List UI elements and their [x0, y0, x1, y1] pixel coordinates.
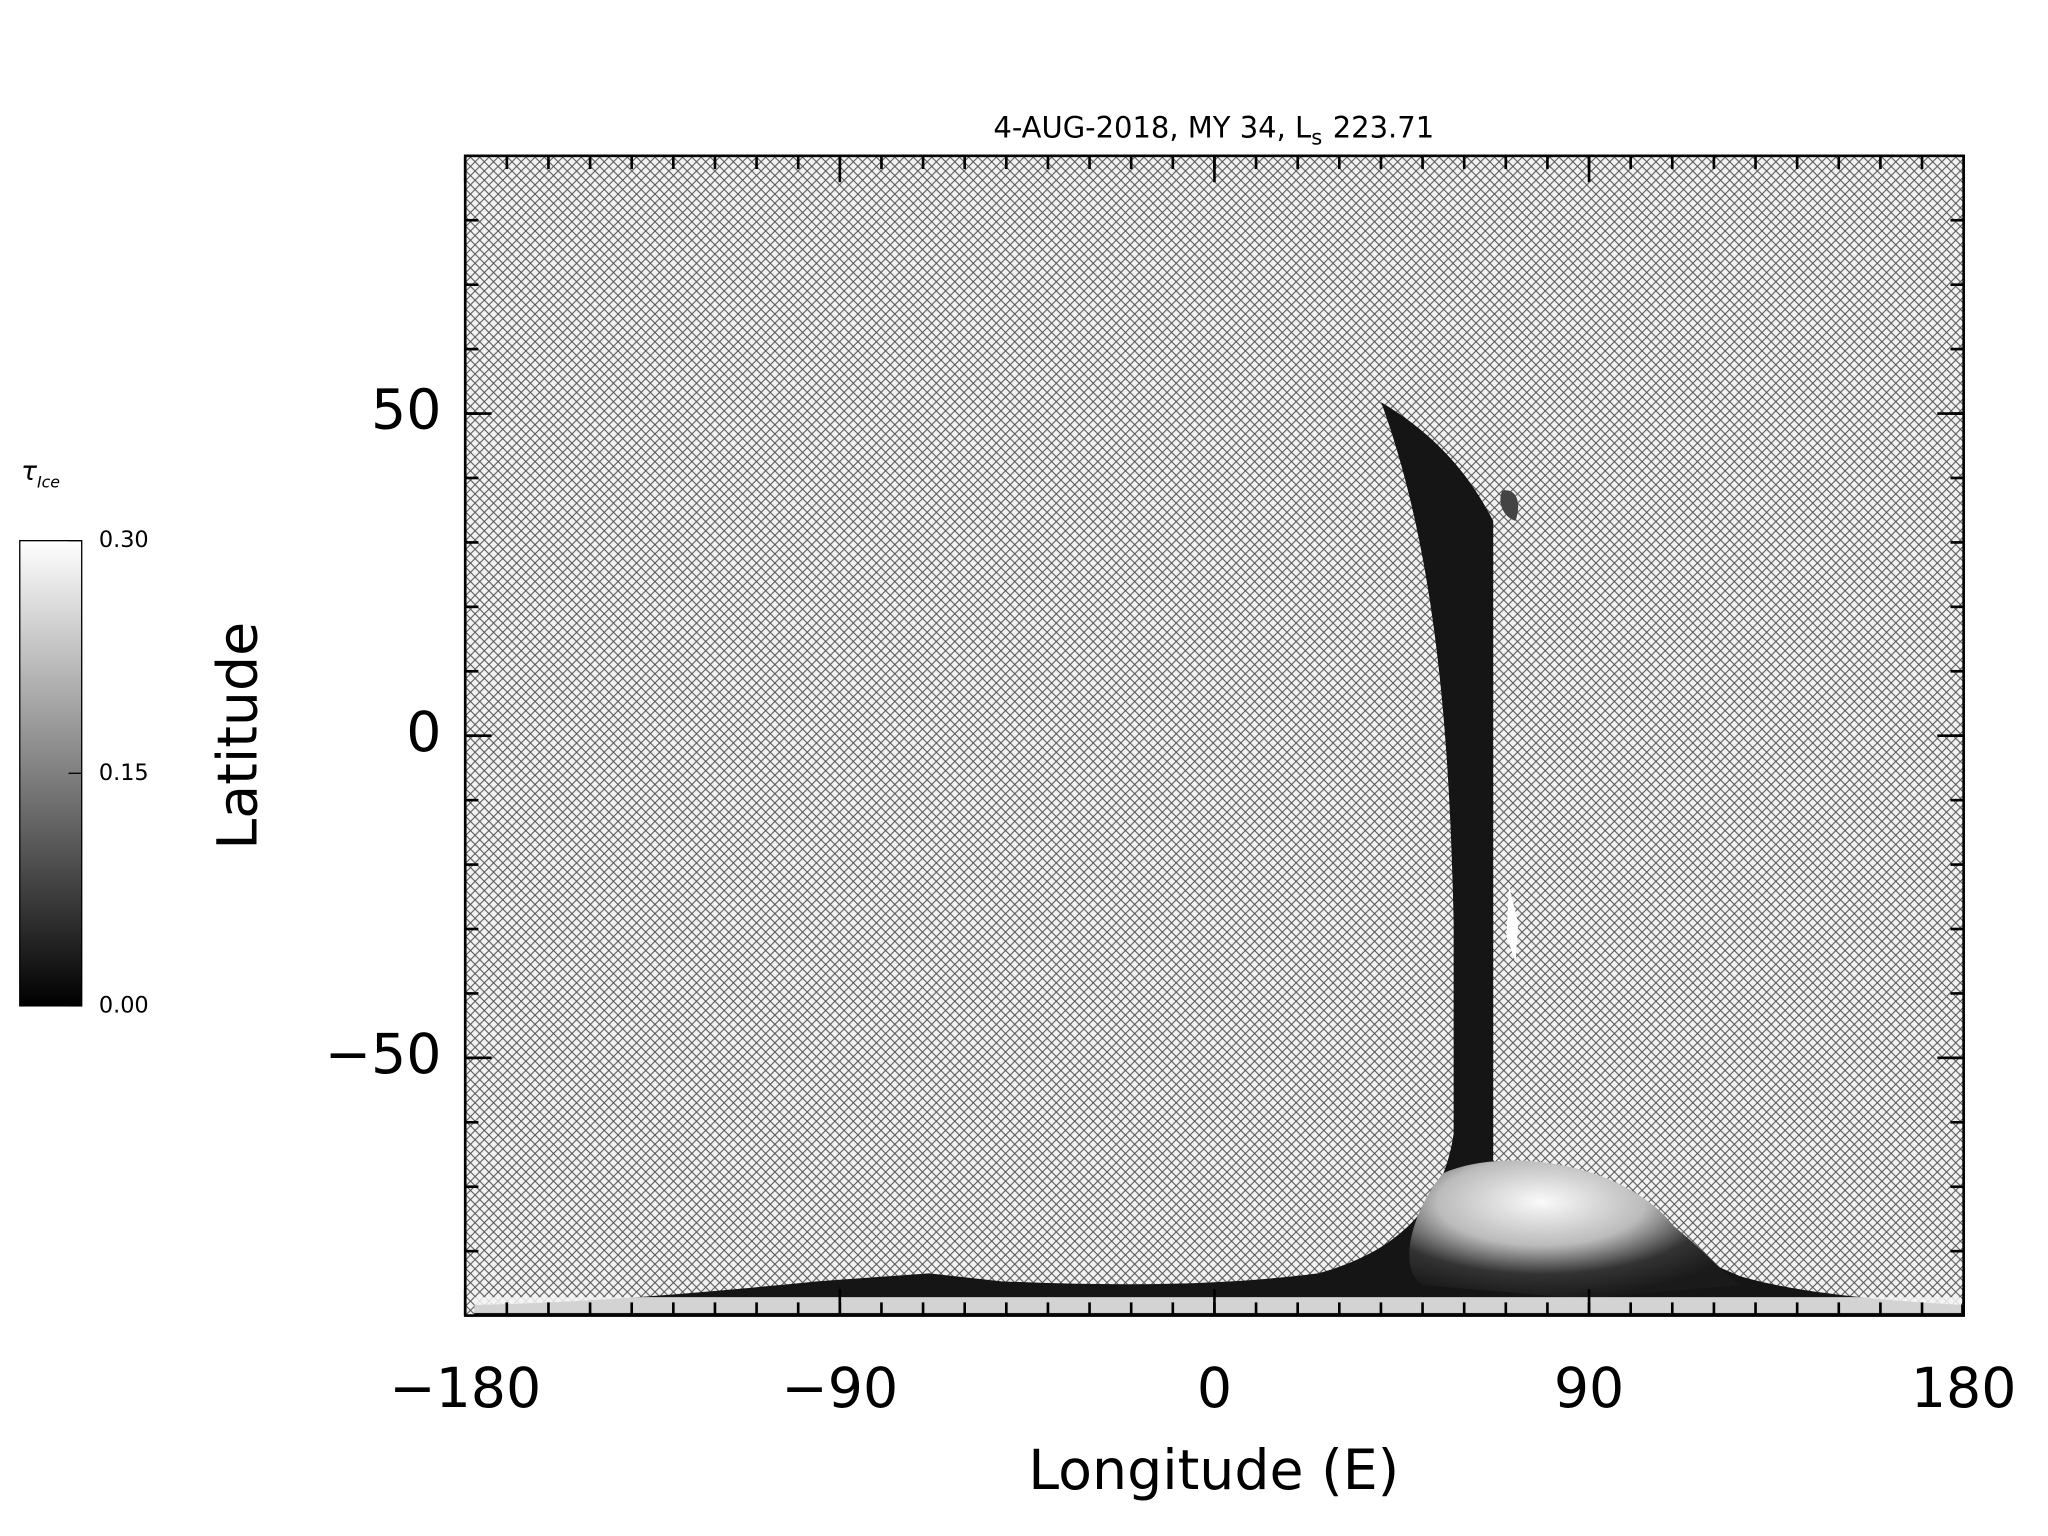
colorbar-label: τIce	[21, 457, 60, 492]
colorbar-tick-label: 0.15	[99, 760, 149, 786]
x-tick-label: 90	[1554, 1357, 1624, 1421]
colorbar-subscript: Ice	[37, 472, 60, 491]
colorbar-tick-label: 0.00	[99, 992, 149, 1018]
colorbar-symbol: τ	[21, 457, 37, 487]
ice-detail	[1500, 490, 1519, 521]
x-tick-label: 180	[1911, 1357, 2017, 1421]
y-tick-label: 50	[371, 379, 441, 443]
x-axis-label: Longitude (E)	[1028, 1439, 1399, 1503]
x-tick-label: −180	[389, 1357, 541, 1421]
title-suffix: 223.71	[1333, 110, 1434, 144]
ice-gap	[1506, 885, 1519, 963]
x-tick-label: −90	[781, 1357, 898, 1421]
ice-polar	[474, 1297, 1962, 1313]
x-tick-label: 0	[1197, 1357, 1232, 1421]
y-axis-label: Latitude	[206, 622, 270, 850]
y-tick-label: −50	[325, 1023, 442, 1087]
y-tick-label: 0	[406, 701, 441, 765]
colorbar-tick-label: 0.30	[99, 527, 149, 553]
title-subscript: s	[1311, 125, 1322, 150]
no-data-hatch	[465, 155, 1964, 1316]
chart-title: 4-AUG-2018, MY 34, Ls 223.71	[993, 110, 1434, 149]
title-main: 4-AUG-2018, MY 34, L	[993, 110, 1311, 144]
ice-high	[1409, 1160, 1740, 1299]
